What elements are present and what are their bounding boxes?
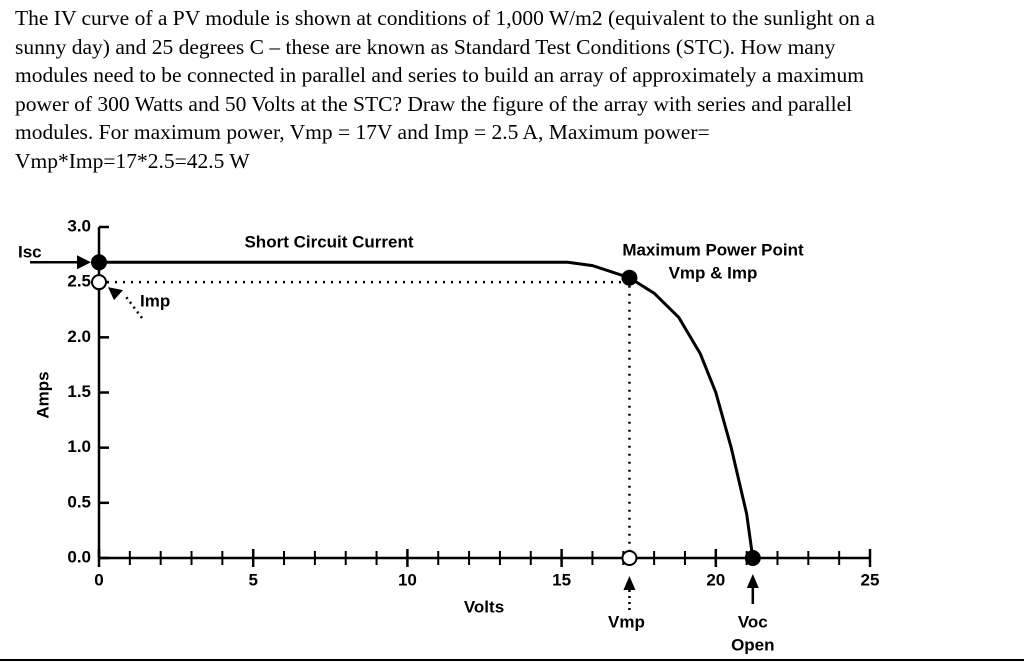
x-tick-label: 5 [248, 570, 257, 589]
y-tick-label: 1.5 [67, 382, 91, 401]
arrow-head [623, 576, 636, 590]
question-line: sunny day) and 25 degrees C – these are … [15, 34, 836, 59]
y-tick-label: 0.5 [67, 492, 91, 511]
y-tick-label: 3.0 [67, 216, 91, 235]
x-axis-label: Volts [464, 597, 504, 616]
point [744, 550, 761, 566]
arrow-head [746, 574, 759, 588]
question-line: power of 300 Watts and 50 Volts at the S… [15, 91, 853, 116]
x-tick-label: 25 [861, 570, 880, 589]
x-tick-label: 15 [552, 570, 571, 589]
point [621, 550, 638, 566]
x-tick-label: 20 [706, 570, 725, 589]
question: The IV curve of a PV module is shown at … [15, 4, 875, 176]
point-label: Isc [18, 242, 42, 261]
point-label: Maximum Power Point [622, 240, 804, 259]
x-tick-label: 10 [398, 570, 417, 589]
y-axis-label: Amps [33, 371, 52, 418]
point [621, 269, 638, 286]
point-label: Vmp [608, 612, 645, 631]
question-line: The IV curve of a PV module is shown at … [15, 6, 875, 30]
point-label: Voc [738, 612, 768, 631]
point-sublabel: Vmp & Imp [669, 263, 758, 282]
arrow-head [77, 255, 91, 270]
question-line: modules. For maximum power, Vmp = 17V an… [15, 120, 710, 145]
y-tick-label: 1.0 [67, 437, 91, 456]
point-label: Imp [140, 291, 170, 310]
point [91, 254, 107, 271]
point [91, 274, 107, 291]
point-sublabel: Open [731, 635, 774, 654]
y-tick-label: 0.0 [67, 547, 91, 566]
question-line: Vmp*Imp=17*2.5=42.5 W [15, 148, 250, 173]
y-tick-label: 2.0 [67, 327, 91, 346]
annotation: Short Circuit Current [244, 232, 413, 251]
y-tick-label: 2.5 [67, 272, 91, 291]
x-tick-label: 0 [94, 570, 103, 589]
iv-curve [99, 260, 755, 559]
arrow [123, 293, 143, 319]
question-line: modules need to be connected in parallel… [15, 63, 864, 88]
arrow-head [108, 287, 123, 301]
